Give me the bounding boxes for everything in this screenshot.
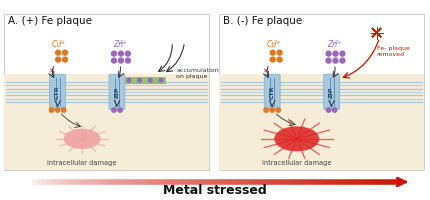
Text: Cu: Cu — [266, 40, 276, 49]
Circle shape — [55, 50, 61, 55]
Circle shape — [326, 51, 331, 56]
FancyBboxPatch shape — [109, 74, 125, 110]
Bar — [125, 77, 166, 84]
Circle shape — [61, 108, 66, 112]
Circle shape — [270, 50, 275, 55]
Circle shape — [340, 58, 345, 63]
Text: ✕: ✕ — [262, 69, 268, 75]
Text: Zn: Zn — [113, 40, 123, 49]
Text: Metal stressed: Metal stressed — [163, 184, 267, 197]
Circle shape — [332, 108, 337, 112]
Text: 2+: 2+ — [58, 40, 66, 45]
Bar — [4, 14, 209, 170]
Circle shape — [277, 57, 282, 62]
Circle shape — [62, 57, 68, 62]
Circle shape — [333, 51, 338, 56]
Text: B. (-) Fe plaque: B. (-) Fe plaque — [223, 16, 302, 26]
Circle shape — [148, 78, 152, 82]
Text: ✕: ✕ — [48, 69, 54, 75]
Text: ZIP: ZIP — [114, 86, 120, 98]
Text: ZIP: ZIP — [329, 86, 334, 98]
Circle shape — [112, 108, 116, 112]
Circle shape — [49, 108, 54, 112]
Circle shape — [270, 108, 274, 112]
Ellipse shape — [64, 129, 101, 149]
Bar — [4, 74, 209, 170]
FancyBboxPatch shape — [264, 74, 280, 110]
Text: Fe- plaque
removed: Fe- plaque removed — [377, 46, 409, 57]
Bar — [219, 14, 424, 170]
Circle shape — [159, 78, 163, 82]
Circle shape — [276, 108, 280, 112]
Circle shape — [326, 108, 331, 112]
Circle shape — [111, 51, 117, 56]
Text: Zn: Zn — [328, 40, 338, 49]
FancyBboxPatch shape — [324, 74, 339, 110]
Ellipse shape — [274, 126, 319, 151]
Text: Cu: Cu — [52, 40, 62, 49]
Text: intracellular damage: intracellular damage — [47, 160, 117, 166]
Text: CTR: CTR — [55, 85, 60, 99]
Circle shape — [55, 108, 60, 112]
Text: 2+: 2+ — [120, 40, 127, 45]
Text: CTR: CTR — [270, 85, 275, 99]
Circle shape — [111, 58, 117, 63]
Circle shape — [340, 51, 345, 56]
Circle shape — [264, 108, 268, 112]
Circle shape — [277, 50, 282, 55]
FancyBboxPatch shape — [50, 74, 65, 110]
Circle shape — [118, 108, 122, 112]
Bar — [219, 74, 424, 170]
Circle shape — [270, 57, 275, 62]
Circle shape — [126, 51, 130, 56]
Circle shape — [138, 78, 141, 82]
Text: 2+: 2+ — [273, 40, 280, 45]
Circle shape — [62, 50, 68, 55]
Circle shape — [127, 78, 131, 82]
Text: A. (+) Fe plaque: A. (+) Fe plaque — [8, 16, 92, 26]
Circle shape — [326, 58, 331, 63]
Text: accumulation
on plaque: accumulation on plaque — [176, 68, 219, 79]
Circle shape — [126, 58, 130, 63]
Circle shape — [333, 58, 338, 63]
Circle shape — [118, 51, 123, 56]
Circle shape — [55, 57, 61, 62]
Text: 2+: 2+ — [335, 40, 342, 45]
Circle shape — [118, 58, 123, 63]
Text: intracellular damage: intracellular damage — [262, 160, 332, 166]
